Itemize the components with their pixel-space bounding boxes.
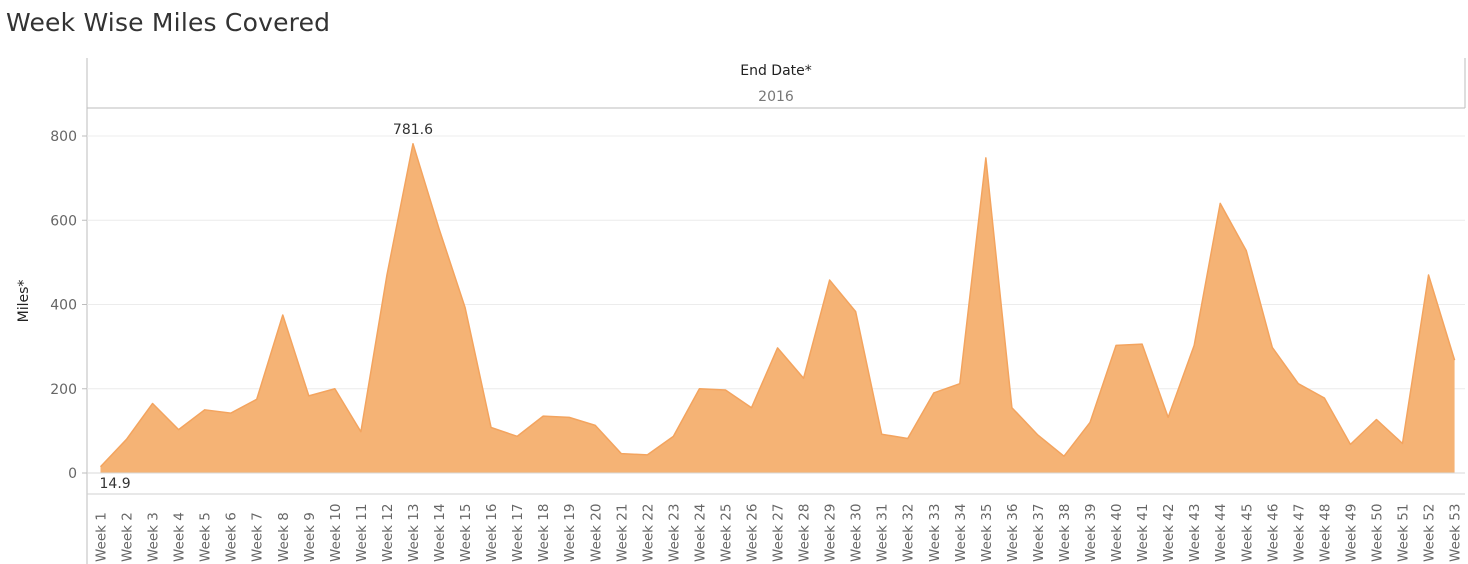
x-tick-label: Week 28 bbox=[797, 504, 813, 562]
x-tick-label: Week 20 bbox=[588, 504, 604, 562]
column-header-label: End Date* bbox=[740, 63, 812, 79]
x-tick-label: Week 24 bbox=[692, 504, 708, 562]
column-header-value: 2016 bbox=[758, 89, 794, 105]
x-tick-label: Week 27 bbox=[771, 504, 787, 562]
x-tick-label: Week 1 bbox=[94, 512, 110, 562]
data-label: 781.6 bbox=[393, 122, 433, 138]
chart-title: Week Wise Miles Covered bbox=[6, 8, 331, 37]
x-tick-label: Week 15 bbox=[458, 504, 474, 562]
x-tick-label: Week 30 bbox=[849, 504, 865, 562]
y-tick-label: 0 bbox=[68, 466, 77, 482]
x-tick-label: Week 5 bbox=[198, 512, 214, 562]
x-tick-label: Week 23 bbox=[666, 504, 682, 562]
x-tick-label: Week 41 bbox=[1135, 504, 1151, 562]
x-tick-label: Week 21 bbox=[614, 504, 630, 562]
x-tick-label: Week 34 bbox=[953, 504, 969, 562]
x-tick-label: Week 6 bbox=[224, 512, 240, 562]
x-tick-label: Week 36 bbox=[1005, 504, 1021, 562]
x-tick-label: Week 8 bbox=[276, 512, 292, 562]
x-tick-label: Week 48 bbox=[1317, 504, 1333, 562]
x-tick-label: Week 18 bbox=[536, 504, 552, 562]
x-tick-label: Week 29 bbox=[823, 504, 839, 562]
x-tick-label: Week 40 bbox=[1109, 504, 1125, 562]
x-tick-label: Week 17 bbox=[510, 504, 526, 562]
x-tick-label: Week 45 bbox=[1239, 504, 1255, 562]
x-tick-label: Week 46 bbox=[1265, 504, 1281, 562]
x-tick-label: Week 9 bbox=[302, 512, 318, 562]
x-tick-label: Week 47 bbox=[1291, 504, 1307, 562]
data-label: 14.9 bbox=[100, 476, 131, 492]
x-tick-label: Week 2 bbox=[120, 512, 136, 562]
x-tick-label: Week 3 bbox=[146, 512, 162, 562]
y-tick-label: 600 bbox=[50, 213, 77, 229]
x-tick-label: Week 12 bbox=[380, 504, 396, 562]
x-tick-label: Week 26 bbox=[745, 504, 761, 562]
y-tick-label: 800 bbox=[50, 129, 77, 145]
x-tick-label: Week 38 bbox=[1057, 504, 1073, 562]
x-tick-label: Week 33 bbox=[927, 504, 943, 562]
x-tick-label: Week 52 bbox=[1422, 504, 1438, 562]
x-tick-label: Week 31 bbox=[875, 504, 891, 562]
x-tick-label: Week 22 bbox=[640, 504, 656, 562]
x-tick-label: Week 35 bbox=[979, 504, 995, 562]
x-tick-label: Week 11 bbox=[354, 504, 370, 562]
x-tick-label: Week 16 bbox=[484, 504, 500, 562]
x-tick-label: Week 25 bbox=[718, 504, 734, 562]
x-tick-label: Week 7 bbox=[250, 512, 266, 562]
area-series bbox=[100, 143, 1455, 473]
x-tick-label: Week 32 bbox=[901, 504, 917, 562]
y-axis-title: Miles* bbox=[16, 280, 32, 323]
y-tick-label: 400 bbox=[50, 298, 77, 314]
x-tick-label: Week 42 bbox=[1161, 504, 1177, 562]
x-tick-label: Week 49 bbox=[1343, 504, 1359, 562]
x-tick-label: Week 10 bbox=[328, 504, 344, 562]
x-tick-label: Week 37 bbox=[1031, 504, 1047, 562]
x-tick-label: Week 39 bbox=[1083, 504, 1099, 562]
x-tick-label: Week 19 bbox=[562, 504, 578, 562]
x-tick-label: Week 51 bbox=[1396, 504, 1412, 562]
x-tick-label: Week 44 bbox=[1213, 504, 1229, 562]
x-tick-label: Week 50 bbox=[1369, 504, 1385, 562]
x-tick-label: Week 53 bbox=[1448, 504, 1464, 562]
x-tick-label: Week 13 bbox=[406, 504, 422, 562]
x-tick-label: Week 4 bbox=[172, 512, 188, 562]
x-tick-label: Week 14 bbox=[432, 504, 448, 562]
x-tick-label: Week 43 bbox=[1187, 504, 1203, 562]
y-tick-label: 200 bbox=[50, 382, 77, 398]
